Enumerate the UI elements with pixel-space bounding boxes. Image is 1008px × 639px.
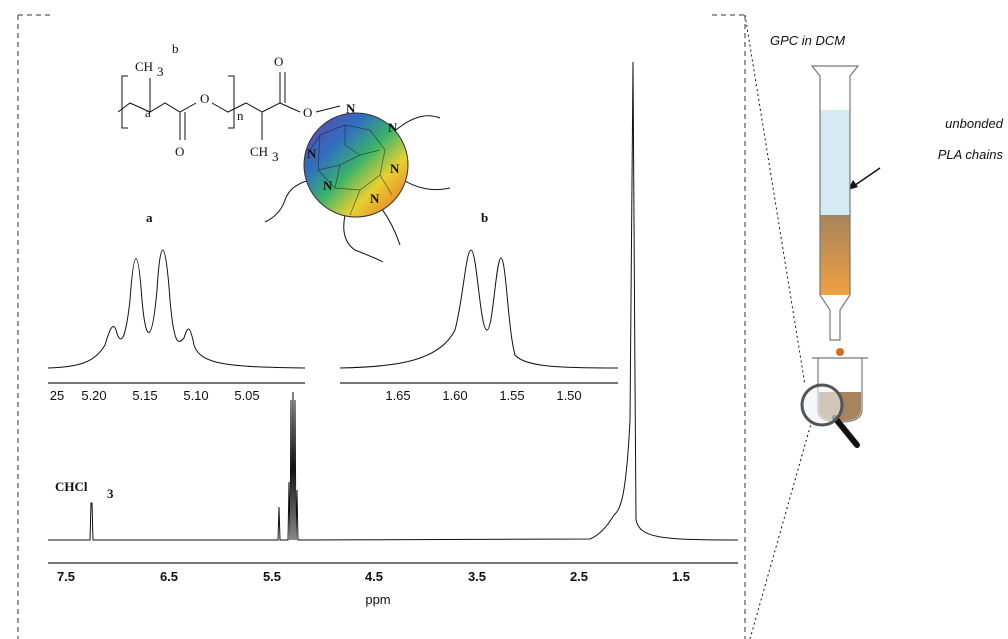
tick-label: 4.5 bbox=[365, 569, 383, 584]
tick-label: 25 bbox=[50, 388, 64, 403]
label: O bbox=[274, 54, 283, 69]
tick-label: 2.5 bbox=[570, 569, 588, 584]
magnifier-handle bbox=[832, 415, 860, 448]
label: b bbox=[172, 41, 179, 56]
label: O bbox=[200, 91, 209, 106]
spectrum bbox=[48, 61, 739, 541]
label: 3 bbox=[157, 64, 164, 79]
label: N bbox=[346, 101, 356, 116]
tick-label: 3.5 bbox=[468, 569, 486, 584]
solvent bbox=[820, 110, 850, 215]
inset-label: a bbox=[146, 210, 153, 225]
label: CH bbox=[250, 144, 268, 159]
spectrum bbox=[339, 249, 619, 369]
fullerene bbox=[303, 112, 409, 218]
inset-label: b bbox=[481, 210, 488, 225]
label: a bbox=[145, 105, 151, 120]
tick-label: 1.5 bbox=[672, 569, 690, 584]
label: n bbox=[237, 108, 244, 123]
note: unbonded bbox=[945, 116, 1004, 131]
tick-label: 5.20 bbox=[81, 388, 106, 403]
note: PLA chains bbox=[938, 147, 1004, 162]
label: O bbox=[175, 144, 184, 159]
structure: b CH 3 a O O n O O CH 3 N N N N N N bbox=[117, 41, 451, 263]
inset-a: a 25 5.20 5.15 5.10 5.05 bbox=[47, 210, 306, 403]
inset-b: b 1.65 1.60 1.55 1.50 bbox=[339, 210, 619, 403]
label: N bbox=[390, 161, 400, 176]
tick-label: 5.15 bbox=[132, 388, 157, 403]
gpc: GPC in DCM unbonded PLA chains bbox=[770, 33, 1004, 448]
column bbox=[810, 65, 860, 341]
label: O bbox=[303, 105, 312, 120]
main-spectrum: CHCl 3 7.5 6.5 5.5 4.5 3.5 2.5 1.5 ppm bbox=[48, 61, 739, 607]
tick-label: 1.60 bbox=[442, 388, 467, 403]
magnifier bbox=[800, 383, 844, 427]
spectrum bbox=[47, 249, 306, 369]
frame bbox=[17, 14, 746, 639]
annotation: CHCl bbox=[55, 479, 88, 494]
label: N bbox=[370, 191, 380, 206]
label: N bbox=[323, 178, 333, 193]
zoom-lines bbox=[744, 14, 813, 639]
tick-label: 1.65 bbox=[385, 388, 410, 403]
drop bbox=[836, 348, 844, 356]
gpc-title: GPC in DCM bbox=[770, 33, 845, 48]
tick-label: 5.5 bbox=[263, 569, 281, 584]
tick-label: 6.5 bbox=[160, 569, 178, 584]
tick-label: 7.5 bbox=[57, 569, 75, 584]
tick-label: 5.05 bbox=[234, 388, 259, 403]
tick-label: 1.50 bbox=[556, 388, 581, 403]
tick-label: 1.55 bbox=[499, 388, 524, 403]
band bbox=[820, 215, 850, 295]
bonds bbox=[117, 72, 451, 263]
tick-label: 5.10 bbox=[183, 388, 208, 403]
label: N bbox=[307, 146, 317, 161]
axis-label: ppm bbox=[365, 592, 390, 607]
label: N bbox=[388, 120, 398, 135]
annotation: 3 bbox=[107, 486, 114, 501]
cage bbox=[309, 124, 393, 216]
label: 3 bbox=[272, 149, 279, 164]
label: CH bbox=[135, 59, 153, 74]
